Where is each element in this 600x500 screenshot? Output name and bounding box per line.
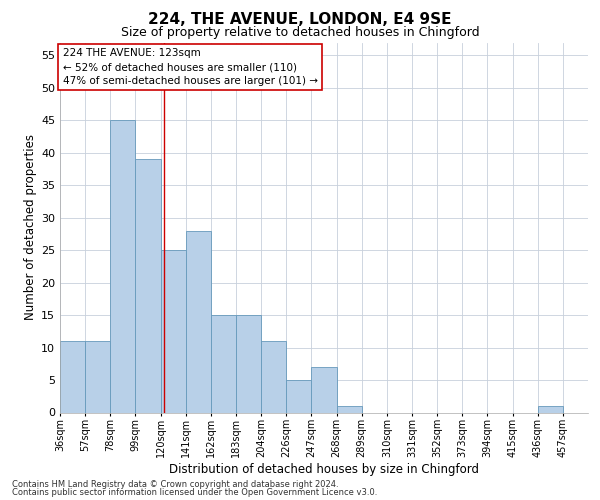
Text: Size of property relative to detached houses in Chingford: Size of property relative to detached ho… [121,26,479,39]
Bar [286,380,311,412]
Text: Contains public sector information licensed under the Open Government Licence v3: Contains public sector information licen… [12,488,377,497]
Text: 224 THE AVENUE: 123sqm
← 52% of detached houses are smaller (110)
47% of semi-de: 224 THE AVENUE: 123sqm ← 52% of detached… [62,48,317,86]
Bar [186,230,211,412]
Bar [110,120,136,412]
Bar [311,367,337,412]
Bar [261,341,286,412]
Bar [60,341,85,412]
Bar [337,406,362,412]
Bar [211,315,236,412]
Bar [85,341,110,412]
Bar [538,406,563,412]
Bar [161,250,186,412]
Bar [136,160,161,412]
X-axis label: Distribution of detached houses by size in Chingford: Distribution of detached houses by size … [169,463,479,476]
Y-axis label: Number of detached properties: Number of detached properties [24,134,37,320]
Text: Contains HM Land Registry data © Crown copyright and database right 2024.: Contains HM Land Registry data © Crown c… [12,480,338,489]
Bar [236,315,261,412]
Text: 224, THE AVENUE, LONDON, E4 9SE: 224, THE AVENUE, LONDON, E4 9SE [148,12,452,28]
